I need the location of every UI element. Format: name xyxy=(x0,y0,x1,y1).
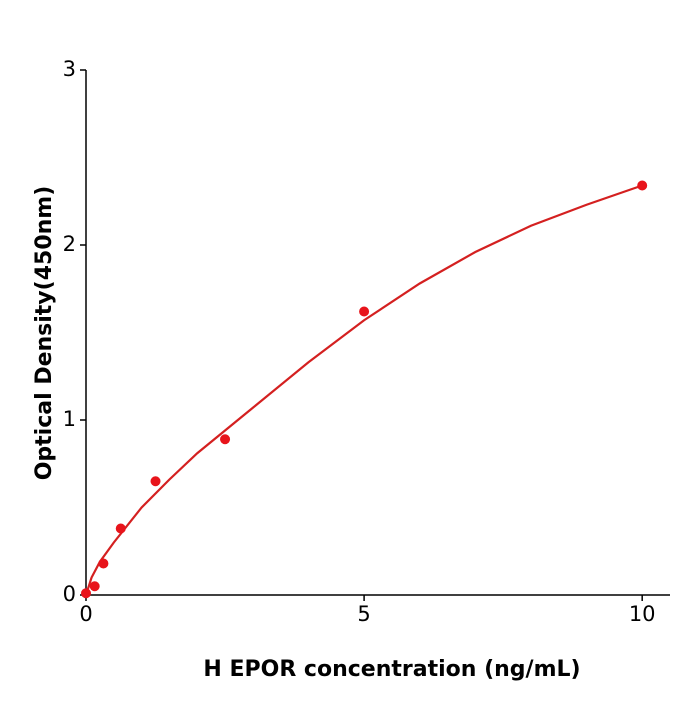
data-point xyxy=(81,588,91,599)
data-point xyxy=(98,558,109,569)
data-point xyxy=(150,476,161,487)
fit-curve xyxy=(84,184,643,596)
data-point xyxy=(89,581,100,592)
data-point xyxy=(637,180,648,191)
y-tick-label: 1 xyxy=(63,407,76,431)
x-tick-label: 0 xyxy=(79,602,92,626)
x-tick-label: 10 xyxy=(629,602,656,626)
data-point xyxy=(359,306,370,317)
data-point xyxy=(220,434,231,445)
y-tick-label: 2 xyxy=(63,232,76,256)
x-tick-label: 5 xyxy=(357,602,370,626)
y-tick-label: 0 xyxy=(63,582,76,606)
data-point xyxy=(115,523,126,534)
y-axis-label: Optical Density(450nm) xyxy=(32,186,57,481)
x-axis-label: H EPOR concentration (ng/mL) xyxy=(203,657,580,682)
y-tick-label: 3 xyxy=(63,57,76,81)
